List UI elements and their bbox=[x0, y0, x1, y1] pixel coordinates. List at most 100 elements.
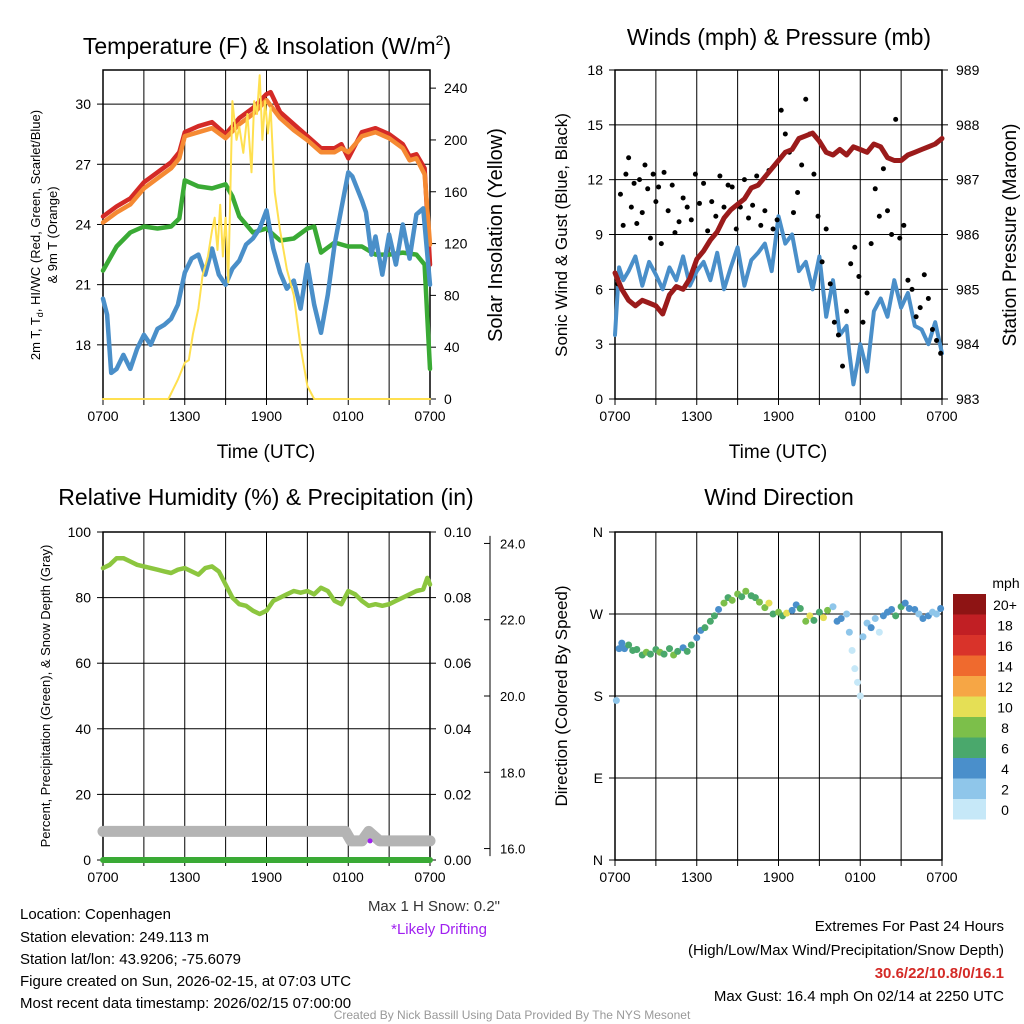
direction-point bbox=[625, 641, 633, 649]
y2-tick-label: 120 bbox=[444, 236, 468, 252]
gust-point bbox=[620, 222, 626, 228]
colorbar-swatch bbox=[953, 799, 986, 820]
x-tick-label: 0700 bbox=[926, 408, 957, 424]
x-tick-label: 0100 bbox=[845, 408, 876, 424]
x-tick-label: 0700 bbox=[599, 408, 630, 424]
colorbar-swatch bbox=[953, 614, 986, 635]
snow-depth-line bbox=[97, 825, 436, 847]
y2-tick-label: 0.08 bbox=[444, 590, 471, 606]
y-tick-label: 0 bbox=[83, 852, 91, 868]
direction-point bbox=[854, 678, 862, 686]
direction-point bbox=[683, 647, 691, 655]
y-tick-label: 0 bbox=[595, 391, 603, 407]
gust-point bbox=[709, 199, 715, 205]
colorbar-label: 8 bbox=[1001, 720, 1009, 736]
y-tick-label: 30 bbox=[75, 96, 91, 112]
gust-point bbox=[672, 230, 678, 236]
likely-drifting-point bbox=[367, 838, 373, 844]
gust-point bbox=[658, 241, 664, 247]
extremes-title: Extremes For Past 24 Hours bbox=[814, 918, 1004, 935]
gust-point bbox=[831, 319, 837, 325]
y2-tick-label: 0.04 bbox=[444, 721, 471, 737]
wind-right-axis-title: Station Pressure (Maroon) bbox=[1000, 124, 1021, 347]
x-tick-label: 0100 bbox=[333, 869, 364, 885]
gust-point bbox=[626, 155, 632, 161]
dir-panel-title: Wind Direction bbox=[704, 484, 854, 510]
direction-point bbox=[674, 647, 682, 655]
direction-point bbox=[796, 605, 804, 613]
direction-point bbox=[666, 645, 673, 653]
direction-point bbox=[765, 599, 773, 607]
direction-point bbox=[843, 610, 851, 618]
extremes-values: 30.6/22/10.8/0/16.1 bbox=[874, 965, 1004, 982]
colorbar-label: 16 bbox=[997, 638, 1013, 654]
y3-tick-label: 16.0 bbox=[500, 842, 525, 857]
y2-tick-label: 80 bbox=[444, 287, 460, 303]
colorbar-label: 18 bbox=[997, 618, 1013, 634]
gust-point bbox=[750, 202, 756, 208]
gust-point bbox=[790, 210, 796, 216]
gust-point bbox=[868, 241, 874, 247]
y-tick-label: 100 bbox=[68, 524, 92, 540]
direction-point bbox=[751, 594, 759, 602]
gust-point bbox=[864, 290, 870, 296]
y-tick-label: 60 bbox=[75, 655, 91, 671]
y-tick-label: 24 bbox=[75, 216, 91, 232]
colorbar-swatch bbox=[953, 696, 986, 717]
direction-point bbox=[810, 616, 818, 624]
temp-left-axis-title: 2m T, Td, HI/WC (Red, Green, Scarlet/Blu… bbox=[28, 110, 45, 360]
max-gust-text: Max Gust: 16.4 mph On 02/14 at 2250 UTC bbox=[713, 988, 1004, 1005]
temp-right-axis-title: Solar Insolation (Yellow) bbox=[485, 128, 507, 342]
gust-point bbox=[872, 186, 878, 192]
gust-point bbox=[774, 217, 780, 223]
gust-point bbox=[705, 228, 711, 234]
direction-point bbox=[892, 612, 900, 620]
direction-point bbox=[715, 605, 723, 613]
y2-tick-label: 985 bbox=[956, 281, 980, 297]
direction-point bbox=[701, 624, 709, 632]
x-tick-label: 0700 bbox=[926, 869, 957, 885]
direction-point bbox=[915, 610, 923, 618]
gust-point bbox=[680, 195, 686, 201]
gust-point bbox=[717, 173, 723, 179]
sonic-wind-line bbox=[613, 214, 944, 387]
plot-frame bbox=[614, 69, 943, 400]
rh-panel-title: Relative Humidity (%) & Precipitation (i… bbox=[58, 484, 473, 510]
x-tick-label: 0100 bbox=[333, 408, 364, 424]
gust-point bbox=[684, 204, 690, 210]
colorbar-swatch bbox=[953, 717, 986, 738]
gust-point bbox=[650, 171, 656, 177]
gust-point bbox=[676, 219, 682, 225]
gust-point bbox=[819, 259, 825, 265]
solar-insolation-line bbox=[102, 74, 431, 400]
x-tick-label: 1900 bbox=[251, 869, 282, 885]
gust-point bbox=[938, 350, 944, 356]
colorbar-label: 4 bbox=[1001, 761, 1009, 777]
x-tick-label: 0700 bbox=[599, 869, 630, 885]
gust-point bbox=[844, 308, 850, 314]
y-tick-label: 18 bbox=[587, 62, 603, 78]
y2-tick-label: 40 bbox=[444, 339, 460, 355]
y2-tick-label: 0.02 bbox=[444, 786, 471, 802]
hi-wc-line bbox=[100, 170, 433, 376]
x-tick-label: 1900 bbox=[763, 869, 794, 885]
9m-t-line bbox=[100, 97, 433, 247]
y2-tick-label: 0 bbox=[444, 391, 452, 407]
wind-panel: 0700 1300 1900 0100 070003691215189839849859… bbox=[587, 62, 979, 424]
y3-tick-label: 24.0 bbox=[500, 536, 525, 551]
credit-text: Created By Nick Bassill Using Data Provi… bbox=[333, 1008, 691, 1022]
colorbar-label: 12 bbox=[997, 679, 1013, 695]
direction-point bbox=[888, 605, 896, 613]
direction-point bbox=[769, 610, 777, 618]
gust-point bbox=[803, 96, 809, 102]
station-pressure-line bbox=[612, 130, 945, 317]
y-tick-label: 21 bbox=[75, 277, 91, 293]
direction-point bbox=[863, 619, 871, 627]
direction-point bbox=[633, 646, 641, 654]
direction-point bbox=[783, 609, 791, 617]
direction-point bbox=[867, 624, 875, 632]
colorbar-label: 6 bbox=[1001, 741, 1009, 757]
direction-point bbox=[848, 646, 856, 654]
gust-point bbox=[645, 186, 651, 192]
